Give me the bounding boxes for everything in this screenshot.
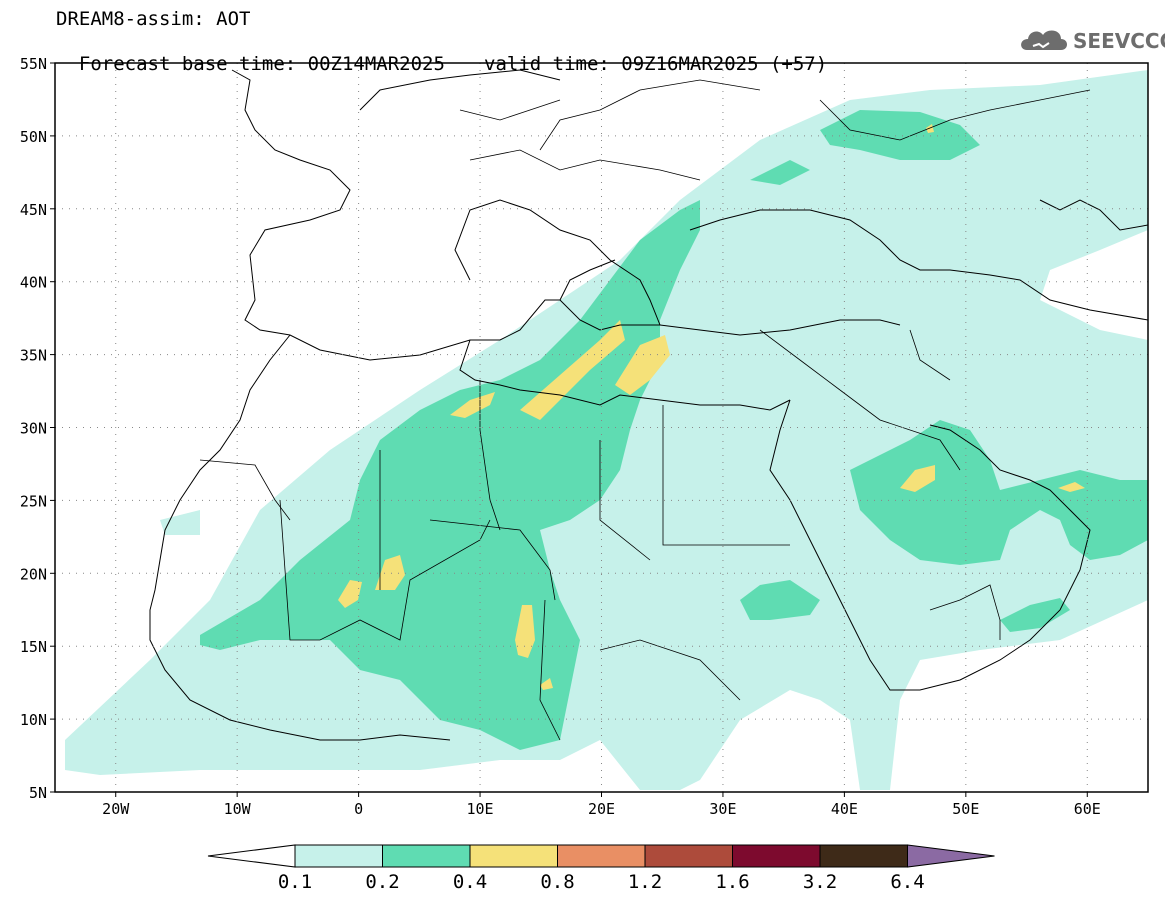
lon-label: 20E (588, 800, 615, 818)
lat-label: 15N (20, 638, 47, 656)
colorbar-label: 1.6 (715, 871, 749, 893)
aot-band-0.2 (200, 110, 1148, 750)
lon-label: 10W (224, 800, 252, 818)
colorbar-high-arrow (907, 844, 995, 868)
colorbar-low-arrow (207, 844, 296, 868)
aot-band-0.4 (338, 124, 1085, 690)
lon-label: 40E (831, 800, 858, 818)
lon-label: 20W (102, 800, 130, 818)
colorbar: 0.1 0.2 0.4 0.8 1.2 1.6 3.2 6.4 (207, 844, 995, 893)
longitude-labels: 20W 10W 0 10E 20E 30E 40E 50E 60E (102, 792, 1101, 818)
lat-label: 35N (20, 347, 47, 365)
colorbar-segment (382, 844, 471, 868)
colorbar-segment (819, 844, 908, 868)
cloud-icon (1021, 30, 1067, 50)
lat-label: 5N (29, 784, 47, 802)
lon-label: 50E (952, 800, 979, 818)
base-time-label: Forecast base time: 00Z14MAR2025 valid ti… (56, 31, 827, 75)
latitude-labels: 55N 50N 45N 40N 35N 30N 25N 20N 15N 10N 5N (20, 55, 55, 802)
valid-time-label: valid time: 09Z16MAR2025 (+57) (484, 53, 828, 75)
lat-label: 10N (20, 711, 47, 729)
colorbar-label: 0.2 (365, 871, 399, 893)
base-time-text: Forecast base time: 00Z14MAR2025 (78, 53, 445, 75)
colorbar-segment (644, 844, 733, 868)
colorbar-segment (557, 844, 646, 868)
chart-title: DREAM8-assim: AOT (56, 8, 251, 30)
lon-label: 10E (467, 800, 494, 818)
colorbar-label: 1.2 (628, 871, 662, 893)
gridlines (55, 63, 1148, 792)
aot-field (65, 70, 1148, 790)
lon-label: 60E (1074, 800, 1101, 818)
lat-label: 50N (20, 128, 47, 146)
lat-label: 25N (20, 492, 47, 510)
lat-label: 45N (20, 201, 47, 219)
colorbar-label: 0.8 (540, 871, 574, 893)
colorbar-segment (469, 844, 558, 868)
colorbar-segment (294, 844, 383, 868)
lat-label: 55N (20, 55, 47, 73)
logo-text: SEEVCCC (1073, 29, 1165, 53)
coastlines (149, 69, 1148, 741)
lon-label: 0 (354, 800, 363, 818)
lat-label: 20N (20, 565, 47, 583)
colorbar-label: 0.1 (278, 871, 312, 893)
colorbar-segment (732, 844, 821, 868)
lat-label: 30N (20, 420, 47, 438)
colorbar-label: 3.2 (803, 871, 837, 893)
seevccc-logo: SEEVCCC (1017, 20, 1165, 60)
lat-label: 40N (20, 274, 47, 292)
colorbar-label: 0.4 (453, 871, 487, 893)
country-borders (199, 79, 1091, 741)
lon-label: 30E (709, 800, 736, 818)
colorbar-label: 6.4 (890, 871, 924, 893)
